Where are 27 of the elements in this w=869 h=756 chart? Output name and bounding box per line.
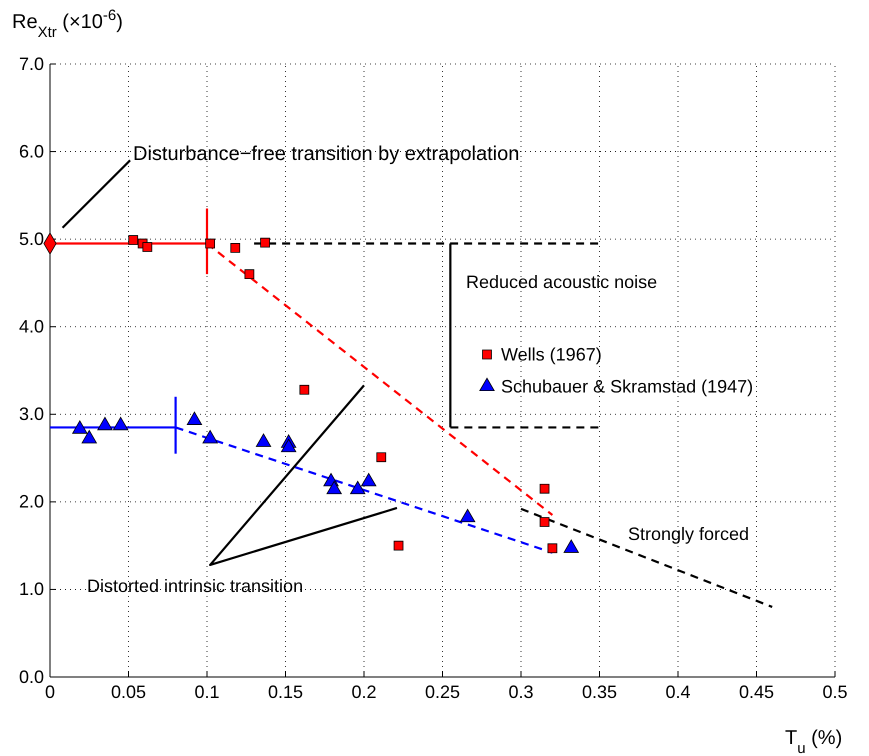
x-tick-label: 0.45 (738, 682, 774, 702)
annotation: Disturbance−free transition by extrapolation (133, 143, 520, 165)
x-tick-label: 0 (44, 682, 56, 702)
x-tick-label: 0.5 (822, 682, 848, 702)
x-axis-title: T$_{u}$ (%) (785, 727, 842, 756)
y-tick-label: 1.0 (18, 579, 44, 600)
x-tick-label: 0.3 (508, 682, 534, 702)
y-tick-label: 4.0 (18, 316, 44, 336)
x-tick-label: 0.05 (110, 682, 146, 702)
x-tick-label: 0.35 (582, 682, 618, 702)
x-tick-label: 0.4 (665, 682, 691, 702)
x-tick-label: 0.15 (268, 682, 304, 702)
y-tick-label: 0.0 (18, 666, 44, 687)
x-tick-label: 0.2 (351, 682, 377, 702)
annotation: Reduced acoustic noise (466, 272, 658, 292)
y-tick-label: 6.0 (18, 141, 44, 162)
y-tick-label: 2.0 (18, 492, 44, 512)
legend-label: Schubauer & Skramstad (1947) (501, 376, 754, 396)
x-tick-label: 0.25 (424, 682, 460, 702)
legend-label: Wells (1967) (501, 344, 602, 364)
x-tick-label: 0.1 (194, 682, 220, 702)
annotation: Strongly forced (628, 524, 750, 544)
y-tick-label: 5.0 (18, 228, 44, 249)
y-tick-label: 3.0 (18, 404, 44, 424)
y-axis-title: Re$_{Xtr}$ (×10$^{-6}$) (12, 6, 123, 40)
y-tick-label: 7.0 (18, 54, 44, 74)
annotation: Distorted intrinsic transition (87, 576, 304, 596)
